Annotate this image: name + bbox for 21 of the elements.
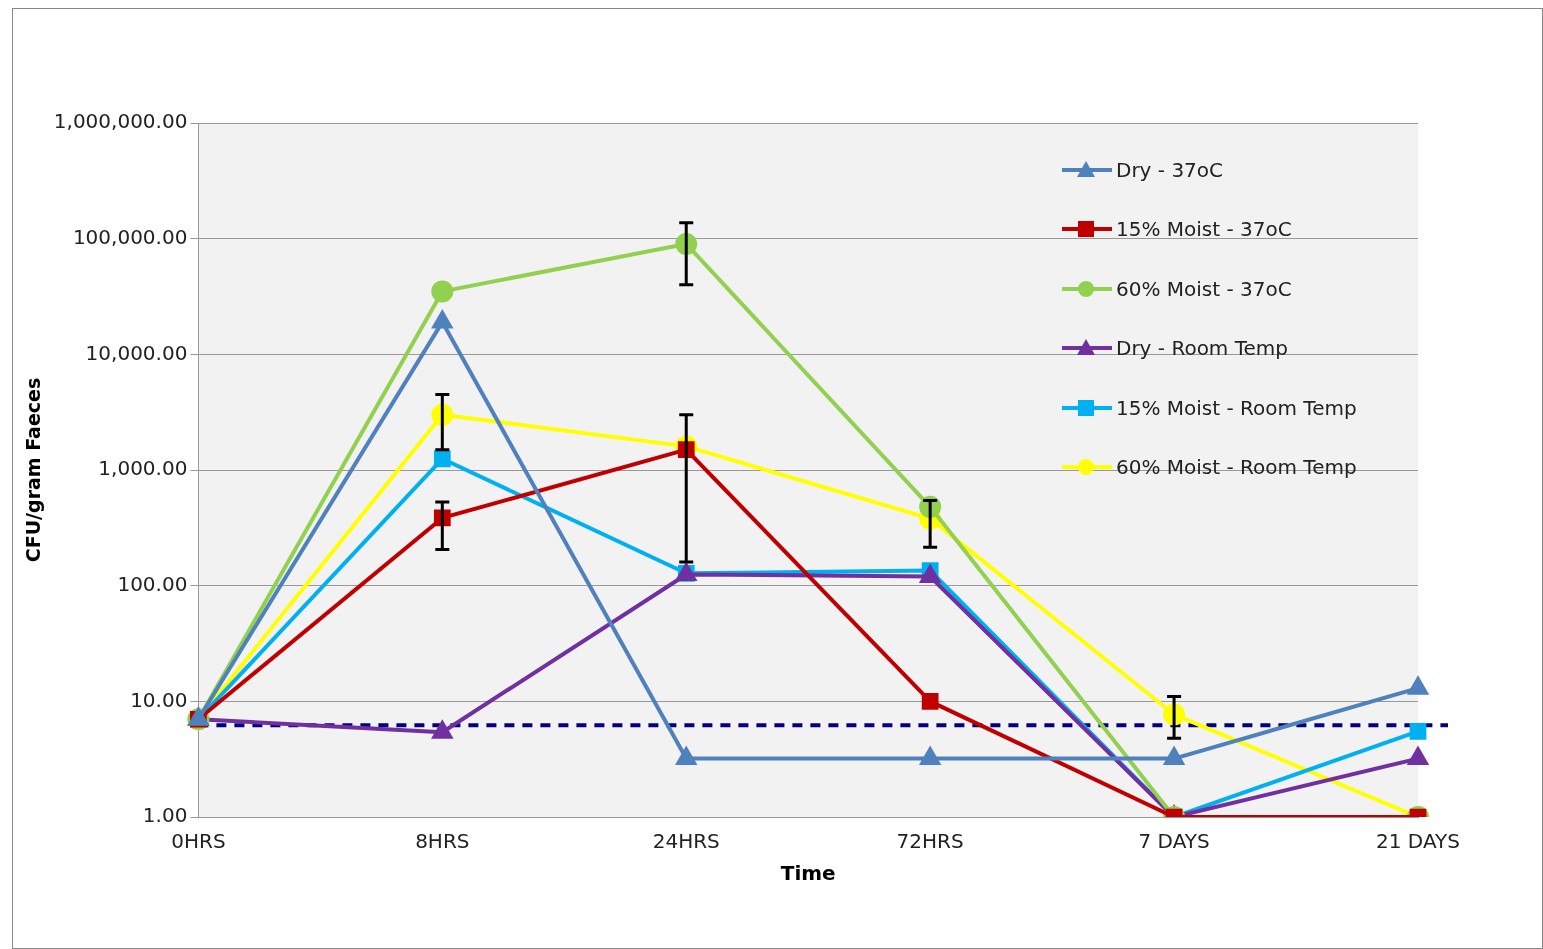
legend-label: 15% Moist - 37oC bbox=[1116, 217, 1292, 242]
y-tick-label: 100,000.00 bbox=[72, 224, 188, 249]
x-tick-label: 21 DAYS bbox=[1376, 829, 1460, 854]
legend-label: 60% Moist - Room Temp bbox=[1116, 455, 1357, 480]
legend-label: 60% Moist - 37oC bbox=[1116, 276, 1292, 301]
legend-label: Dry - 37oC bbox=[1116, 157, 1224, 182]
legend-label: Dry - Room Temp bbox=[1116, 336, 1289, 361]
y-tick-label: 1.00 bbox=[142, 803, 188, 828]
x-tick-label: 24HRS bbox=[652, 829, 720, 854]
y-tick-label: 10.00 bbox=[130, 687, 188, 712]
x-tick-label: 7 DAYS bbox=[1138, 829, 1210, 854]
y-tick-label: 1,000.00 bbox=[98, 456, 188, 481]
y-axis-title: CFU/gram Faeces bbox=[22, 377, 45, 563]
legend-label: 15% Moist - Room Temp bbox=[1116, 395, 1357, 420]
y-tick-label: 100.00 bbox=[117, 571, 188, 596]
x-tick-label: 0HRS bbox=[171, 829, 226, 854]
x-tick-label: 8HRS bbox=[415, 829, 470, 854]
x-axis-title: Time bbox=[780, 861, 836, 886]
x-tick-label: 72HRS bbox=[896, 829, 964, 854]
y-tick-label: 10,000.00 bbox=[85, 340, 188, 365]
y-tick-label: 1,000,000.00 bbox=[53, 109, 188, 134]
